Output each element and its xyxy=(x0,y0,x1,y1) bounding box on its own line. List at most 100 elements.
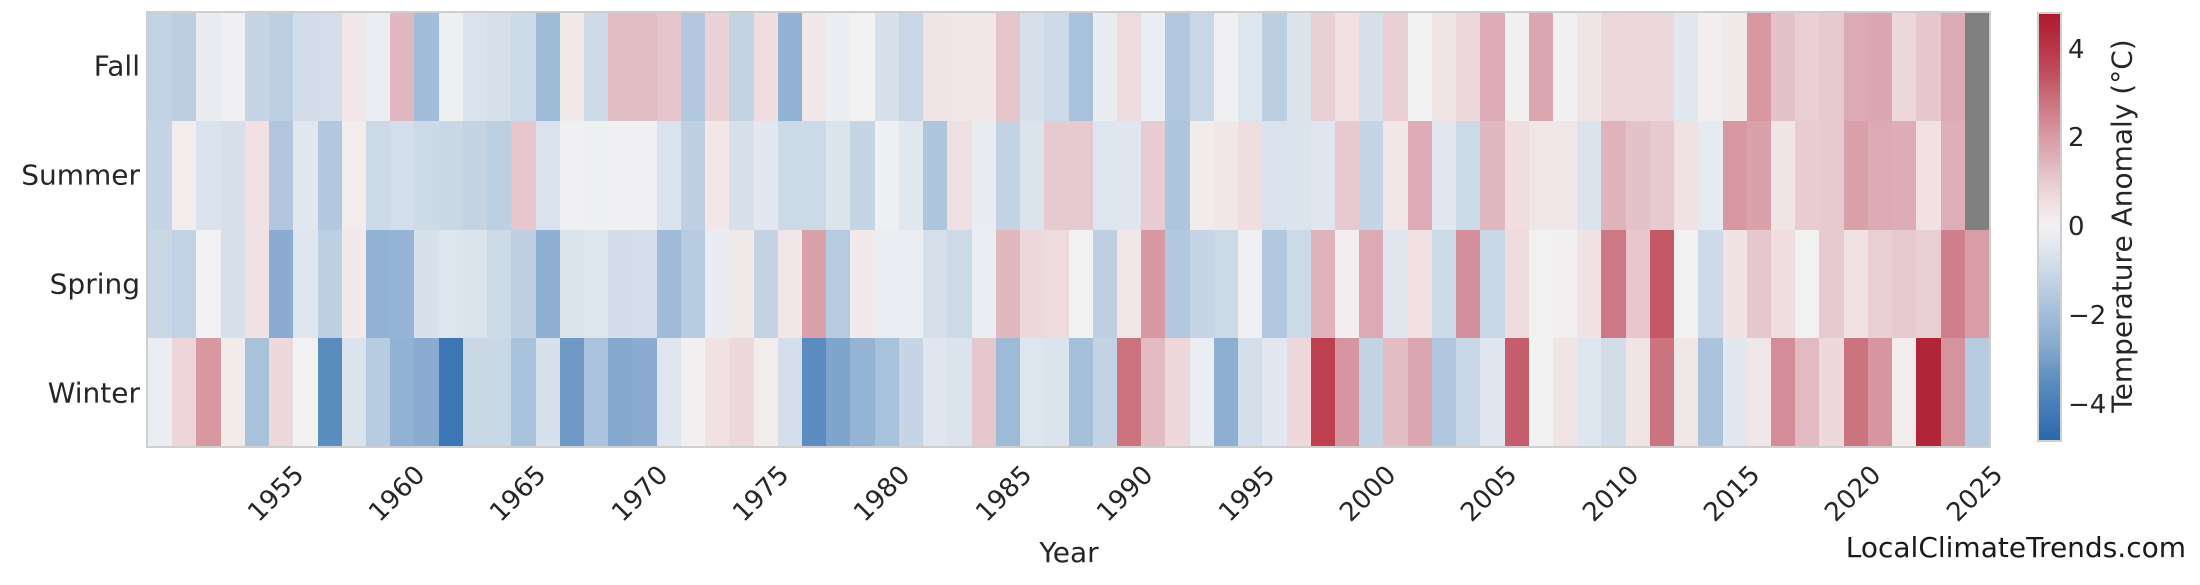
heatmap-cell xyxy=(705,337,730,446)
x-tick-label-1995: 1995 xyxy=(1212,460,1281,529)
heatmap-cell xyxy=(1092,229,1117,338)
colorbar-tick--2: −2 xyxy=(2068,300,2107,331)
heatmap-cell xyxy=(559,121,585,230)
heatmap-cell xyxy=(1480,337,1505,446)
heatmap-cell xyxy=(1480,229,1505,338)
colorbar-tick-2: 2 xyxy=(2068,123,2085,154)
heatmap-cell xyxy=(632,229,657,338)
heatmap-cell xyxy=(1213,229,1239,338)
heatmap-cell xyxy=(608,337,633,446)
heatmap-cell xyxy=(1334,13,1360,122)
heatmap-cell xyxy=(196,121,221,230)
heatmap-cell xyxy=(390,337,415,446)
heatmap-cell xyxy=(1286,121,1311,230)
heatmap-cell xyxy=(487,13,512,122)
heatmap-cell xyxy=(1286,13,1311,122)
heatmap-cell xyxy=(1238,13,1263,122)
heatmap-cell xyxy=(1649,121,1675,230)
x-tick-label-1955: 1955 xyxy=(241,460,310,529)
heatmap-cell xyxy=(1359,337,1384,446)
heatmap-cell xyxy=(584,337,609,446)
heatmap-cell xyxy=(1044,229,1069,338)
heatmap-cell xyxy=(1310,337,1335,446)
heatmap-cell xyxy=(414,229,439,338)
heatmap-cell xyxy=(1867,13,1893,122)
heatmap-cell xyxy=(1649,13,1675,122)
heatmap-cell xyxy=(1528,337,1553,446)
heatmap-cell xyxy=(1770,229,1796,338)
heatmap-cell xyxy=(1165,337,1190,446)
heatmap-cell xyxy=(511,229,536,338)
heatmap-cell xyxy=(414,337,439,446)
heatmap-cell xyxy=(1092,13,1117,122)
heatmap-cell xyxy=(1359,229,1384,338)
heatmap-cell xyxy=(1310,13,1335,122)
heatmap-cell xyxy=(414,121,439,230)
heatmap-cell xyxy=(1165,229,1190,338)
heatmap-cell xyxy=(341,229,366,338)
heatmap-cell xyxy=(1649,229,1675,338)
heatmap-cell xyxy=(705,121,730,230)
heatmap-cell xyxy=(923,229,948,338)
heatmap-cell xyxy=(898,121,924,230)
heatmap-cell xyxy=(802,121,827,230)
heatmap-cell xyxy=(1092,337,1117,446)
heatmap-cell xyxy=(172,229,197,338)
heatmap-cell xyxy=(559,229,585,338)
heatmap-cell xyxy=(1674,13,1699,122)
heatmap-cell xyxy=(947,121,972,230)
heatmap-cell xyxy=(729,337,754,446)
heatmap-cell xyxy=(753,337,778,446)
heatmap-cell xyxy=(1068,229,1093,338)
heatmap-cell xyxy=(487,337,512,446)
heatmap-cell xyxy=(1504,229,1529,338)
heatmap-cell xyxy=(1359,121,1384,230)
heatmap-cell xyxy=(244,337,270,446)
heatmap-cell xyxy=(366,229,391,338)
heatmap-cell xyxy=(632,121,657,230)
heatmap-cell xyxy=(1674,121,1699,230)
heatmap-grid xyxy=(148,13,1989,446)
heatmap-cell xyxy=(317,121,342,230)
heatmap-cell xyxy=(1383,121,1408,230)
x-axis-title: Year xyxy=(1039,536,1099,569)
heatmap-cell xyxy=(220,13,245,122)
heatmap-frame xyxy=(146,11,1991,448)
heatmap-cell xyxy=(487,121,512,230)
heatmap-cell xyxy=(1383,229,1408,338)
heatmap-cell xyxy=(705,229,730,338)
heatmap-cell xyxy=(1601,337,1626,446)
heatmap-cell xyxy=(1141,13,1166,122)
heatmap-cell xyxy=(1286,229,1311,338)
heatmap-cell xyxy=(947,13,972,122)
heatmap-cell xyxy=(1795,337,1820,446)
heatmap-cell xyxy=(608,13,633,122)
heatmap-cell xyxy=(632,337,657,446)
heatmap-cell xyxy=(1238,337,1263,446)
heatmap-cell xyxy=(826,13,851,122)
watermark-text: LocalClimateTrends.com xyxy=(1845,531,2186,564)
heatmap-cell xyxy=(1625,121,1650,230)
heatmap-cell xyxy=(1359,13,1384,122)
heatmap-cell xyxy=(777,229,803,338)
heatmap-cell xyxy=(1165,13,1190,122)
heatmap-cell xyxy=(487,229,512,338)
heatmap-cell xyxy=(1552,229,1578,338)
x-tick-label-2020: 2020 xyxy=(1819,460,1888,529)
heatmap-cell xyxy=(608,229,633,338)
heatmap-cell xyxy=(656,337,681,446)
heatmap-cell xyxy=(1068,337,1093,446)
heatmap-cell xyxy=(1746,121,1771,230)
heatmap-cell xyxy=(1504,337,1529,446)
heatmap-cell xyxy=(1456,13,1481,122)
heatmap-cell xyxy=(1456,121,1481,230)
heatmap-cell xyxy=(172,121,197,230)
heatmap-cell xyxy=(1310,121,1335,230)
heatmap-cell xyxy=(1383,337,1408,446)
heatmap-cell xyxy=(850,121,875,230)
heatmap-cell xyxy=(293,13,318,122)
heatmap-cell xyxy=(1577,229,1602,338)
heatmap-cell xyxy=(511,337,536,446)
heatmap-cell xyxy=(1649,337,1675,446)
heatmap-cell xyxy=(1577,337,1602,446)
